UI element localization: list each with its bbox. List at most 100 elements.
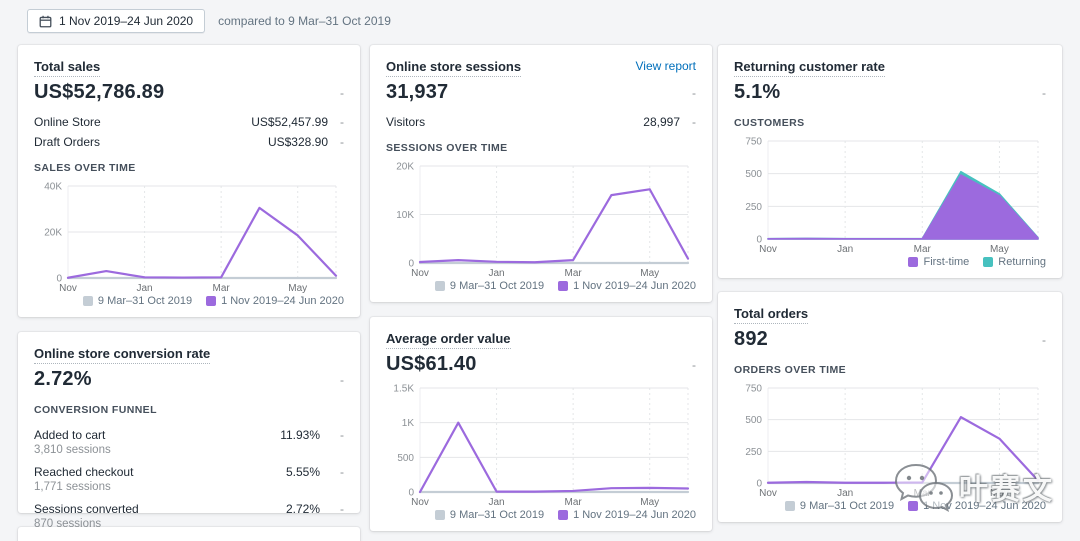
period-legend: 9 Mar–31 Oct 2019 1 Nov 2019–24 Jun 2020: [386, 509, 696, 521]
svg-text:1K: 1K: [402, 418, 415, 429]
svg-text:0: 0: [56, 274, 62, 285]
returning-rate-value: 5.1%: [734, 81, 781, 103]
card-total-sales: Total sales US$52,786.89 - Online Store …: [18, 45, 360, 317]
card-top-products-partial: Top products by units sold: [18, 527, 360, 541]
returning-rate-title[interactable]: Returning customer rate: [734, 59, 885, 77]
period-legend: 9 Mar–31 Oct 2019 1 Nov 2019–24 Jun 2020: [34, 295, 344, 307]
total-sales-value: US$52,786.89: [34, 81, 165, 103]
funnel-label: Reached checkout: [34, 465, 134, 479]
svg-text:500: 500: [397, 453, 414, 464]
funnel-value: 11.93%: [280, 428, 320, 442]
svg-text:1.5K: 1.5K: [393, 384, 414, 395]
legend-swatch-current: [908, 501, 919, 511]
aov-title[interactable]: Average order value: [386, 331, 511, 349]
legend-swatch-previous: [434, 510, 445, 520]
date-range-label: 1 Nov 2019–24 Jun 2020: [59, 14, 194, 28]
svg-text:250: 250: [745, 202, 762, 213]
svg-text:Jan: Jan: [489, 497, 505, 507]
breakdown-label: Visitors: [386, 115, 426, 129]
card-total-orders: Total orders 892 - ORDERS OVER TIME 0 250…: [718, 292, 1062, 522]
svg-text:May: May: [288, 283, 307, 293]
funnel-sessions: 3,810 sessions: [34, 444, 111, 456]
sessions-title[interactable]: Online store sessions: [386, 59, 522, 77]
legend-label-first-time: First-time: [923, 256, 970, 268]
svg-text:Mar: Mar: [565, 268, 583, 278]
svg-text:750: 750: [745, 137, 762, 148]
funnel-row-sessions-converted: Sessions converted 870 sessions 2.72% -: [34, 502, 344, 530]
conversion-value: 2.72%: [34, 368, 92, 390]
funnel-value: 2.72%: [285, 502, 320, 516]
calendar-icon: [39, 15, 52, 28]
sessions-delta: -: [692, 85, 696, 100]
card-conversion-rate: Online store conversion rate 2.72% - CON…: [18, 332, 360, 530]
period-legend: 9 Mar–31 Oct 2019 1 Nov 2019–24 Jun 2020: [386, 280, 696, 292]
sales-over-time-chart: 0 20K 40K Nov Jan Mar May: [34, 178, 344, 293]
aov-over-time-chart: 0 500 1K 1.5K Nov Jan Mar May: [386, 380, 696, 507]
breakdown-value: US$328.90: [267, 135, 328, 149]
breakdown-delta: -: [340, 135, 344, 149]
svg-text:20K: 20K: [396, 162, 414, 173]
funnel-label: Sessions converted: [34, 502, 139, 516]
funnel-delta: -: [340, 465, 344, 479]
breakdown-row-online-store: Online Store US$52,457.99 -: [34, 115, 344, 129]
legend-label-previous: 9 Mar–31 Oct 2019: [799, 500, 895, 512]
customers-label: CUSTOMERS: [734, 117, 805, 129]
breakdown-row-draft-orders: Draft Orders US$328.90 -: [34, 135, 344, 149]
breakdown-value: US$52,457.99: [251, 115, 328, 129]
legend-swatch-current: [558, 281, 569, 291]
svg-text:750: 750: [745, 384, 762, 395]
period-legend: 9 Mar–31 Oct 2019 1 Nov 2019–24 Jun 2020: [734, 500, 1046, 512]
view-report-link[interactable]: View report: [635, 59, 696, 73]
svg-text:May: May: [990, 488, 1009, 498]
svg-text:0: 0: [408, 259, 414, 270]
aov-delta: -: [692, 357, 696, 372]
returning-rate-delta: -: [1042, 85, 1046, 100]
svg-text:May: May: [640, 268, 659, 278]
funnel-row-added-to-cart: Added to cart 3,810 sessions 11.93% -: [34, 428, 344, 456]
legend-label-current: 1 Nov 2019–24 Jun 2020: [573, 280, 696, 292]
funnel-value: 5.55%: [285, 465, 320, 479]
svg-text:10K: 10K: [396, 210, 414, 221]
legend-label-previous: 9 Mar–31 Oct 2019: [449, 509, 545, 521]
svg-text:40K: 40K: [44, 182, 62, 193]
legend-label-previous: 9 Mar–31 Oct 2019: [449, 280, 545, 292]
conversion-funnel: Added to cart 3,810 sessions 11.93% - Re…: [34, 428, 344, 530]
card-returning-customer-rate: Returning customer rate 5.1% - CUSTOMERS…: [718, 45, 1062, 278]
total-sales-title[interactable]: Total sales: [34, 59, 101, 77]
legend-label-returning: Returning: [998, 256, 1046, 268]
breakdown-delta: -: [340, 115, 344, 129]
svg-text:Mar: Mar: [565, 497, 583, 507]
orders-over-time-chart: 0 250 500 750 Nov Jan Mar May: [734, 380, 1046, 498]
svg-text:Jan: Jan: [837, 488, 853, 498]
breakdown-value: 28,997: [643, 115, 680, 129]
conversion-title[interactable]: Online store conversion rate: [34, 346, 211, 364]
legend-swatch-first-time: [908, 257, 919, 267]
svg-text:Jan: Jan: [837, 244, 853, 254]
legend-label-current: 1 Nov 2019–24 Jun 2020: [923, 500, 1046, 512]
svg-text:Mar: Mar: [914, 244, 932, 254]
legend-swatch-current: [558, 510, 569, 520]
date-range-button[interactable]: 1 Nov 2019–24 Jun 2020: [27, 9, 206, 33]
legend-swatch-previous: [82, 296, 93, 306]
legend-swatch-previous: [784, 501, 795, 511]
svg-text:0: 0: [756, 235, 762, 246]
breakdown-row-visitors: Visitors 28,997 -: [386, 115, 696, 129]
breakdown-label: Draft Orders: [34, 135, 101, 149]
customers-chart: 0 250 500 750 Nov Jan Mar May: [734, 133, 1046, 254]
total-orders-title[interactable]: Total orders: [734, 306, 809, 324]
svg-text:Mar: Mar: [914, 488, 932, 498]
breakdown-delta: -: [692, 115, 696, 129]
svg-text:500: 500: [745, 415, 762, 426]
legend-swatch-previous: [434, 281, 445, 291]
svg-text:Nov: Nov: [759, 244, 777, 254]
svg-text:Jan: Jan: [137, 283, 153, 293]
svg-text:Jan: Jan: [489, 268, 505, 278]
sales-over-time-label: SALES OVER TIME: [34, 162, 136, 174]
total-orders-value: 892: [734, 328, 768, 350]
orders-over-time-label: ORDERS OVER TIME: [734, 364, 846, 376]
funnel-sessions: 1,771 sessions: [34, 481, 111, 493]
svg-text:May: May: [640, 497, 659, 507]
comparison-period-text: compared to 9 Mar–31 Oct 2019: [218, 14, 391, 28]
funnel-delta: -: [340, 428, 344, 442]
